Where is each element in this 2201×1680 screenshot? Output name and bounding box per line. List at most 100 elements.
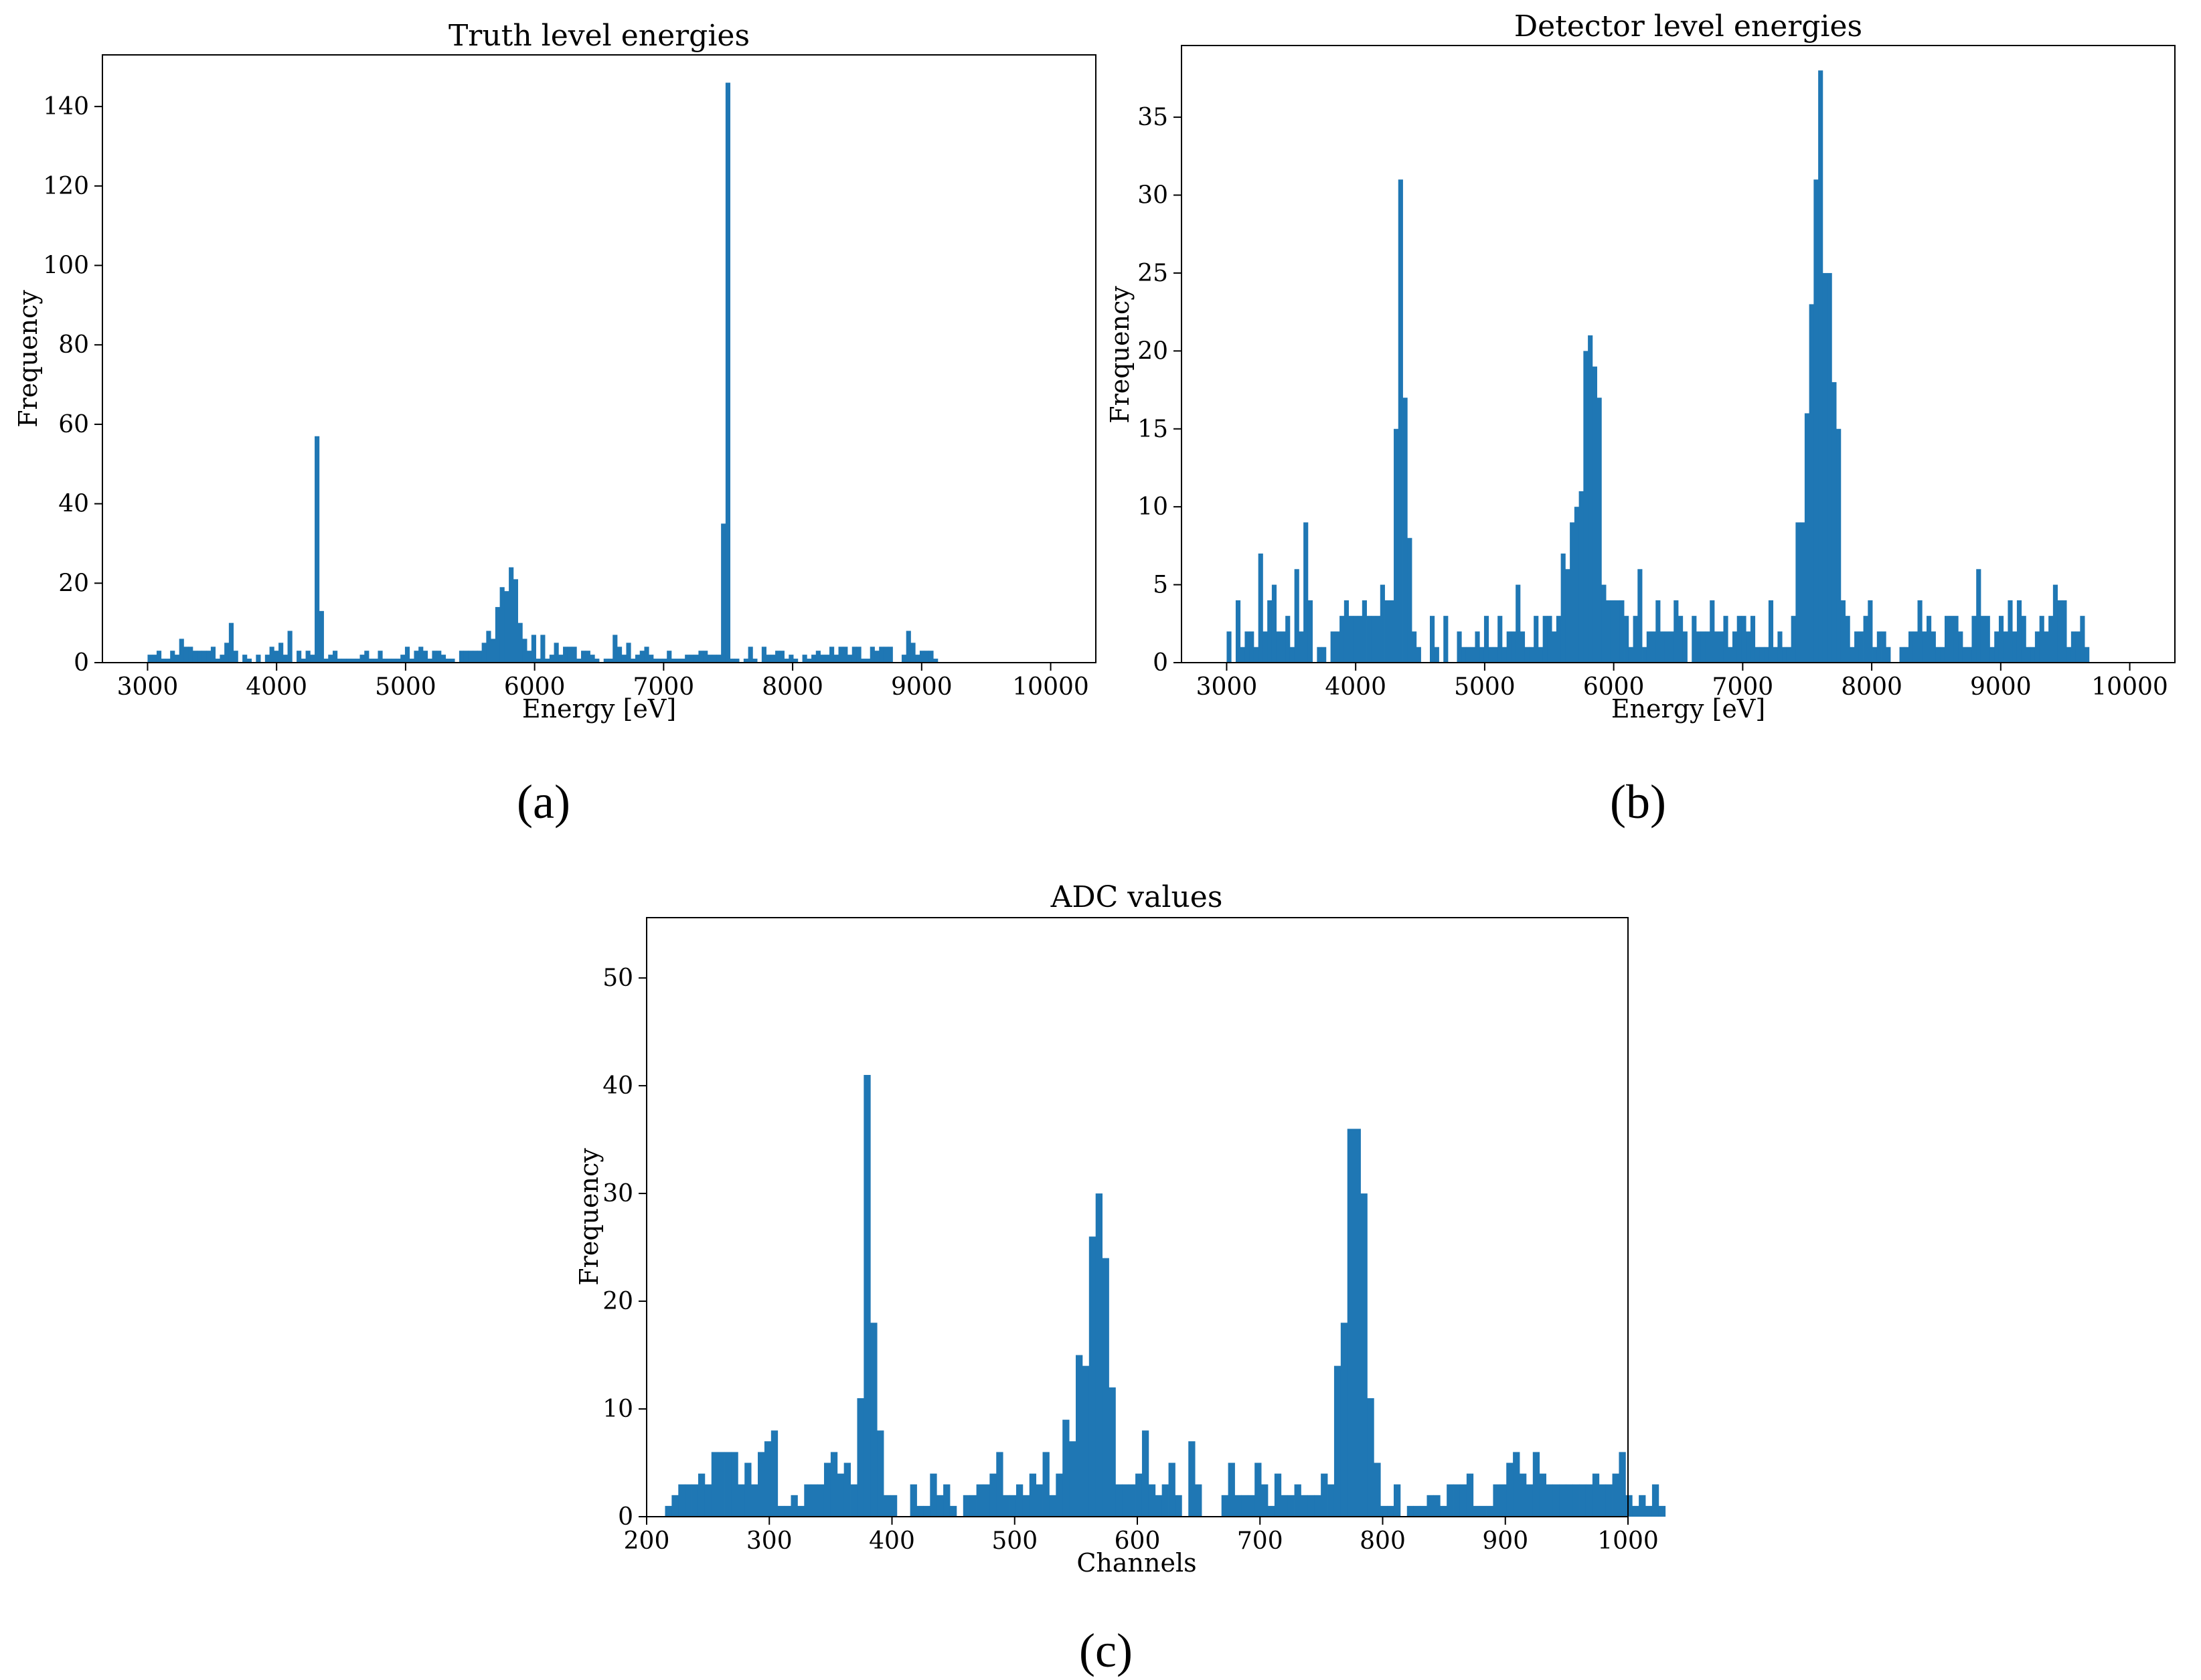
histogram-bar — [1470, 647, 1475, 663]
histogram-bar — [784, 659, 789, 663]
histogram-bar — [1592, 366, 1597, 663]
histogram-bar — [1813, 179, 1819, 663]
histogram-bar — [554, 643, 559, 663]
x-tick-label: 8000 — [1841, 673, 1902, 701]
histogram-bar — [1299, 631, 1304, 663]
histogram-bar — [1261, 1484, 1269, 1517]
histogram-bar — [1546, 1484, 1553, 1517]
histogram-bar — [269, 647, 274, 663]
histogram-bar — [2039, 616, 2044, 663]
histogram-bar — [1840, 600, 1846, 663]
histogram-bar — [2026, 647, 2031, 663]
histogram-bar — [923, 1505, 930, 1517]
histogram-bar — [1935, 647, 1941, 663]
histogram-bar — [924, 651, 929, 663]
histogram-bar — [1486, 1505, 1493, 1517]
histogram-bar — [879, 647, 884, 663]
histogram-bar — [1994, 631, 2000, 663]
x-tick-label: 4000 — [1325, 673, 1386, 701]
histogram-bar — [639, 651, 645, 663]
histogram-bar — [1062, 1420, 1070, 1517]
chart-panel-c: ADC values 200 300 400 500 600 700 800 900 1000 … — [574, 880, 1666, 1677]
histogram-bar — [1115, 1484, 1123, 1517]
histogram-bar — [1886, 647, 1891, 663]
histogram-bar — [1367, 1398, 1374, 1517]
histogram-bar — [1872, 647, 1878, 663]
y-tick-label: 35 — [1137, 104, 1168, 131]
histogram-bar — [1384, 600, 1390, 663]
histogram-bar — [1619, 1452, 1626, 1517]
histogram-bar — [1129, 1484, 1136, 1517]
histogram-bar — [653, 659, 659, 663]
histogram-bar — [718, 1452, 725, 1517]
histogram-bar — [1836, 428, 1842, 663]
histogram-bar — [1499, 1484, 1507, 1517]
chart-title: Truth level energies — [449, 19, 750, 53]
histogram-bar — [404, 647, 410, 663]
histogram-bar — [278, 643, 284, 663]
histogram-bar — [1228, 1462, 1235, 1517]
histogram-bar — [1822, 272, 1827, 663]
histogram-bar — [1714, 631, 1720, 663]
histogram-bar — [368, 659, 374, 663]
histogram-bar — [883, 647, 889, 663]
histogram-bar — [1082, 1365, 1090, 1517]
histogram-bar — [147, 655, 153, 663]
histogram-bar — [613, 635, 618, 663]
histogram-bar — [333, 651, 338, 663]
histogram-bar — [731, 1452, 738, 1517]
histogram-bar — [870, 1323, 878, 1517]
histogram-bar — [1443, 616, 1449, 663]
histogram-bar — [969, 1495, 977, 1517]
y-tick-label: 30 — [602, 1180, 633, 1207]
histogram-bar — [1440, 1505, 1447, 1517]
histogram-bar — [1333, 1365, 1341, 1517]
histogram-bar — [509, 567, 514, 663]
histogram-bar — [1628, 647, 1633, 663]
histogram-bar — [1782, 647, 1787, 663]
histogram-bar — [1917, 600, 1923, 663]
histogram-bar — [1612, 1473, 1619, 1517]
histogram-bar — [1592, 1473, 1600, 1517]
histogram-bar — [793, 659, 799, 663]
histogram-bar — [192, 651, 198, 663]
histogram-bar — [517, 622, 523, 663]
histogram-bar — [725, 82, 731, 663]
histogram-bar — [491, 639, 496, 663]
histogram-bar — [1601, 584, 1607, 663]
panel-label: (c) — [1079, 1624, 1133, 1677]
histogram-bar — [1380, 584, 1385, 663]
histogram-bar — [711, 1452, 719, 1517]
histogram-bar — [870, 647, 875, 663]
histogram-bar — [734, 659, 740, 663]
y-tick-label: 15 — [1137, 416, 1168, 443]
histogram-bar — [1240, 647, 1245, 663]
histogram-bar — [432, 651, 437, 663]
histogram-bar — [910, 1484, 917, 1517]
histogram-bar — [662, 659, 667, 663]
histogram-bar — [758, 1452, 765, 1517]
histogram-bar — [1985, 616, 1990, 663]
histogram-bar — [1572, 1484, 1580, 1517]
histogram-bar — [1465, 647, 1471, 663]
histogram-bar — [2021, 616, 2026, 663]
histogram-bar — [1109, 1387, 1116, 1517]
histogram-bar — [777, 1505, 785, 1517]
histogram-bar — [440, 655, 446, 663]
histogram-bar — [1560, 554, 1566, 663]
histogram-bar — [694, 655, 699, 663]
histogram-bar — [1294, 1484, 1301, 1517]
histogram-bar — [667, 651, 672, 663]
histogram-bar — [522, 639, 527, 663]
histogram-bar — [1723, 616, 1728, 663]
histogram-bar — [301, 659, 306, 663]
histogram-bar — [242, 655, 248, 663]
histogram-bar — [2075, 631, 2081, 663]
histogram-bar — [1705, 631, 1710, 663]
histogram-bar — [850, 1484, 858, 1517]
histogram-bar — [364, 651, 370, 663]
histogram-bar — [743, 659, 748, 663]
histogram-bar — [770, 655, 776, 663]
histogram-bar — [351, 659, 356, 663]
